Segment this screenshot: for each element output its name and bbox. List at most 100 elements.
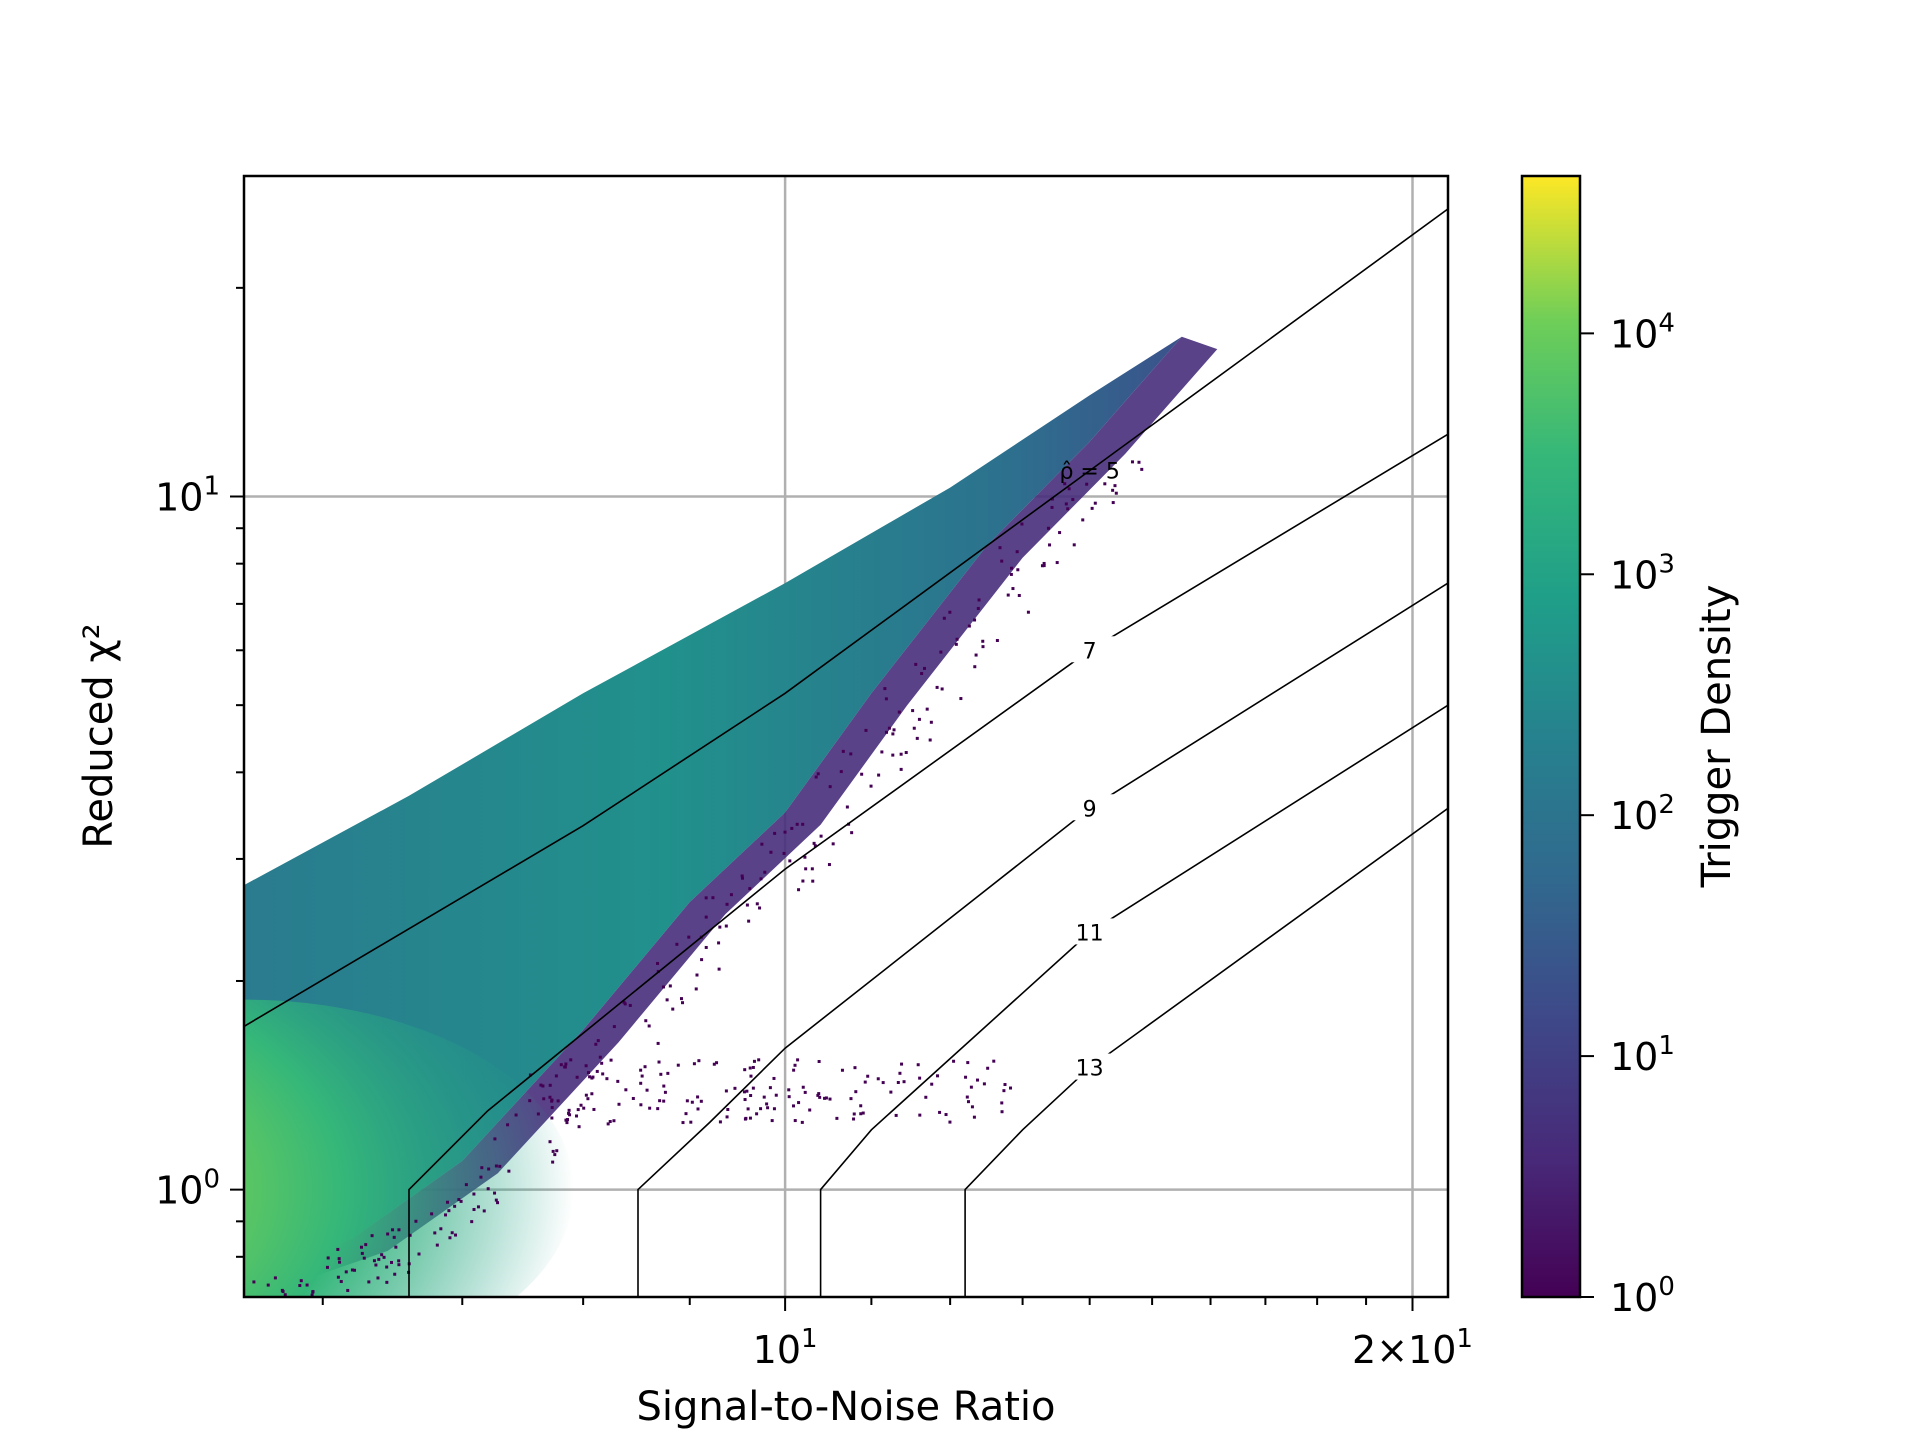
outlier-point: [766, 1106, 770, 1110]
outlier-point: [605, 1077, 609, 1081]
outlier-point: [457, 1198, 461, 1202]
outlier-point: [790, 826, 794, 830]
outlier-point: [476, 1205, 480, 1209]
outlier-point: [773, 831, 777, 835]
outlier-point: [556, 1099, 560, 1103]
colorbar-label: Trigger Density: [1694, 585, 1740, 889]
outlier-point: [816, 772, 820, 776]
outlier-point: [639, 1103, 643, 1107]
outlier-point: [668, 984, 672, 988]
outlier-point: [864, 728, 868, 732]
outlier-point: [360, 1251, 364, 1255]
outlier-point: [681, 1001, 685, 1005]
outlier-point: [763, 870, 767, 874]
outlier-point: [881, 1081, 885, 1085]
outlier-point: [866, 1074, 870, 1078]
outlier-point: [563, 1065, 567, 1069]
outlier-point: [824, 1096, 828, 1100]
outlier-point: [662, 1084, 666, 1088]
outlier-point: [601, 1072, 605, 1076]
outlier-point: [1010, 566, 1014, 570]
colorbar-gradient: [1520, 174, 1582, 1299]
outlier-point: [338, 1301, 341, 1304]
outlier-point: [1113, 484, 1117, 488]
outlier-point: [577, 1125, 581, 1129]
outlier-point: [346, 1288, 350, 1292]
outlier-point: [344, 1270, 348, 1274]
outlier-point: [973, 618, 977, 622]
outlier-point: [852, 1117, 856, 1121]
outlier-point: [564, 1062, 568, 1066]
y-tick-label: 100: [155, 1165, 220, 1213]
outlier-point: [930, 1082, 934, 1086]
outlier-point: [1026, 610, 1030, 614]
outlier-point: [745, 1089, 749, 1093]
contour-label-bg: [1061, 918, 1118, 945]
outlier-point: [804, 867, 808, 871]
y-axis-ticks: 100 101: [155, 286, 244, 1258]
outlier-point: [273, 1276, 277, 1280]
outlier-point: [942, 616, 946, 620]
outlier-point: [1103, 482, 1107, 486]
outlier-point: [536, 1112, 540, 1116]
outlier-point: [687, 935, 691, 939]
outlier-point: [586, 1097, 590, 1101]
outlier-point: [854, 1090, 858, 1094]
outlier-point: [729, 893, 733, 897]
outlier-point: [622, 1000, 626, 1004]
outlier-point: [542, 1097, 546, 1101]
outlier-point: [803, 855, 807, 859]
outlier-point: [648, 1106, 652, 1110]
outlier-point: [1017, 593, 1021, 597]
outlier-point: [690, 1100, 694, 1104]
colorbar-tick-label: 104: [1610, 308, 1675, 356]
outlier-point: [939, 650, 943, 654]
outlier-point: [567, 1108, 571, 1112]
outlier-point: [758, 906, 762, 910]
outlier-point: [1071, 498, 1075, 502]
outlier-point: [899, 752, 903, 756]
outlier-point: [299, 1279, 303, 1283]
outlier-point: [940, 687, 944, 691]
outlier-point: [700, 958, 704, 962]
outlier-point: [948, 1120, 952, 1124]
outlier-point: [590, 1092, 594, 1096]
outlier-point: [353, 1268, 357, 1272]
outlier-point: [565, 1118, 569, 1122]
outlier-point: [899, 767, 903, 771]
outlier-point: [372, 1259, 376, 1263]
outlier-point: [744, 1116, 748, 1120]
outlier-point: [853, 1066, 857, 1070]
outlier-point: [435, 1243, 439, 1247]
outlier-point: [852, 1112, 856, 1116]
outlier-point: [884, 697, 888, 701]
outlier-point: [850, 831, 854, 835]
outlier-point: [1000, 559, 1004, 563]
outlier-point: [770, 1119, 774, 1123]
outlier-point: [896, 1081, 900, 1085]
outlier-point: [828, 785, 832, 789]
outlier-point: [748, 1066, 752, 1070]
outlier-point: [514, 1113, 518, 1117]
outlier-point: [818, 1095, 822, 1099]
outlier-point: [594, 1042, 598, 1046]
outlier-point: [796, 1058, 800, 1062]
outlier-point: [733, 1086, 737, 1090]
outlier-point: [592, 1107, 596, 1111]
outlier-point: [699, 1099, 703, 1103]
outlier-point: [1093, 501, 1097, 505]
outlier-point: [715, 1061, 719, 1065]
outlier-point: [337, 1257, 341, 1261]
outlier-point: [1055, 561, 1059, 565]
outlier-point: [974, 653, 978, 657]
outlier-point: [339, 1280, 343, 1284]
outlier-point: [445, 1200, 449, 1204]
outlier-point: [787, 1095, 791, 1099]
outlier-point: [859, 1104, 863, 1108]
outlier-point: [479, 1175, 483, 1179]
outlier-point: [972, 1115, 976, 1119]
outlier-point: [528, 1099, 532, 1103]
outlier-point: [1050, 497, 1054, 501]
outlier-point: [1016, 568, 1020, 572]
outlier-point: [923, 666, 927, 670]
